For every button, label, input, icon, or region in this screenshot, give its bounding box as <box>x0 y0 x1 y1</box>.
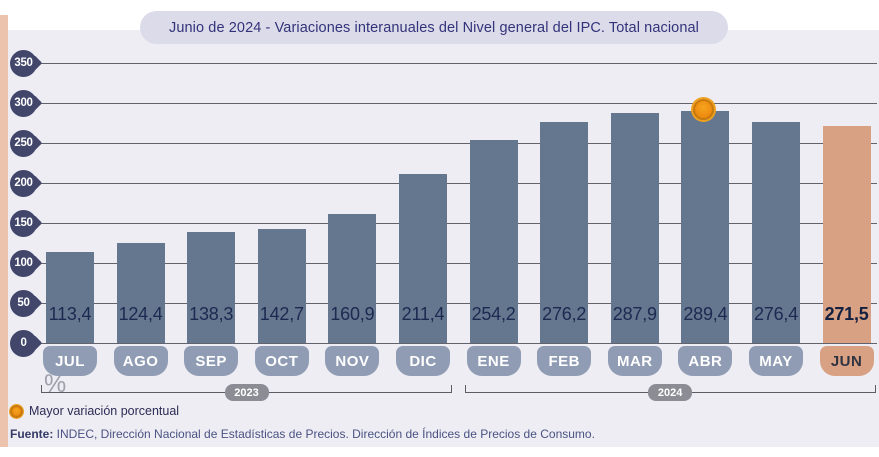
month-label-mar: MAR <box>607 346 662 376</box>
bar-value-label-may: 276,4 <box>753 304 799 324</box>
bar-ago <box>116 243 165 343</box>
gridline-150 <box>34 223 877 224</box>
month-label-nov: NOV <box>325 346 380 376</box>
y-axis-tick-badge-150: 150 <box>10 209 43 237</box>
bar-mar <box>610 112 659 343</box>
bar-value-label-jun: 271,5 <box>824 304 869 324</box>
y-axis-unit-label: % <box>44 370 67 398</box>
bar-value-label-ene: 254,2 <box>471 304 516 324</box>
year-badge-2024: 2024 <box>648 384 693 401</box>
gridline-350 <box>34 63 877 64</box>
bar-dic <box>399 173 447 343</box>
month-label-abr: ABR <box>678 346 733 376</box>
tick-badge-tail <box>26 335 43 351</box>
y-axis-tick-badge-0: 0 <box>10 329 43 357</box>
bar-nov <box>328 214 377 343</box>
bar-sep <box>187 232 236 343</box>
bar-oct <box>257 228 306 343</box>
bar-value-label-ago: 124,4 <box>118 304 163 324</box>
y-axis-tick-badge-100: 100 <box>10 249 43 277</box>
tick-value: 250 <box>14 137 33 149</box>
month-label-jul: JUL <box>43 346 97 376</box>
month-label-may: MAY <box>749 346 803 376</box>
source-line: Fuente: INDEC, Dirección Nacional de Est… <box>10 427 595 441</box>
source-prefix: Fuente: <box>10 427 54 441</box>
tick-value: 300 <box>14 97 33 109</box>
gridline-50 <box>34 303 877 304</box>
tick-value: 50 <box>17 297 30 309</box>
bar-value-label-mar: 287,9 <box>612 304 657 324</box>
bar-value-label-abr: 289,4 <box>683 304 728 324</box>
legend-label: Mayor variación porcentual <box>29 404 180 418</box>
month-label-ene: ENE <box>466 346 521 376</box>
legend: Mayor variación porcentual <box>10 404 179 418</box>
year-badge-2023: 2023 <box>224 384 269 401</box>
y-axis-tick-badge-200: 200 <box>10 169 43 197</box>
y-axis-tick-badge-350: 350 <box>10 49 43 77</box>
bar-value-label-dic: 211,4 <box>401 304 445 324</box>
month-label-oct: OCT <box>254 346 309 376</box>
bar-abr <box>681 111 730 343</box>
month-label-feb: FEB <box>537 346 592 376</box>
tick-value: 0 <box>20 337 27 349</box>
tick-value: 100 <box>14 257 33 269</box>
bar-value-label-nov: 160,9 <box>330 304 375 324</box>
max-variation-marker-icon <box>692 99 714 121</box>
tick-value: 150 <box>14 217 33 229</box>
bar-value-label-sep: 138,3 <box>189 304 234 324</box>
bar-jul <box>46 252 94 343</box>
month-label-ago: AGO <box>113 346 168 376</box>
y-axis-tick-badge-300: 300 <box>10 89 43 117</box>
chart-title: Junio de 2024 - Variaciones interanuales… <box>140 11 728 44</box>
bar-ene <box>469 139 518 343</box>
bar-jun <box>822 125 871 343</box>
bar-value-label-jul: 113,4 <box>48 304 92 324</box>
bar-feb <box>540 122 589 343</box>
gridline-200 <box>34 183 877 184</box>
max-variation-marker-icon <box>10 404 23 418</box>
month-label-jun: JUN <box>819 346 874 376</box>
gridline-250 <box>34 143 877 144</box>
source-text: INDEC, Dirección Nacional de Estadística… <box>53 427 595 441</box>
tick-value: 200 <box>14 177 33 189</box>
y-axis-tick-badge-50: 50 <box>10 289 43 317</box>
bar-value-label-feb: 276,2 <box>542 304 587 324</box>
bar-value-label-oct: 142,7 <box>259 304 304 324</box>
tick-value: 350 <box>14 57 33 69</box>
gridline-100 <box>34 263 877 264</box>
gridline-0 <box>34 343 877 344</box>
month-label-dic: DIC <box>396 346 450 376</box>
month-label-sep: SEP <box>184 346 239 376</box>
left-accent-strip <box>0 15 8 447</box>
bar-may <box>752 121 800 343</box>
gridline-300 <box>34 103 877 104</box>
y-axis-tick-badge-250: 250 <box>10 129 43 157</box>
